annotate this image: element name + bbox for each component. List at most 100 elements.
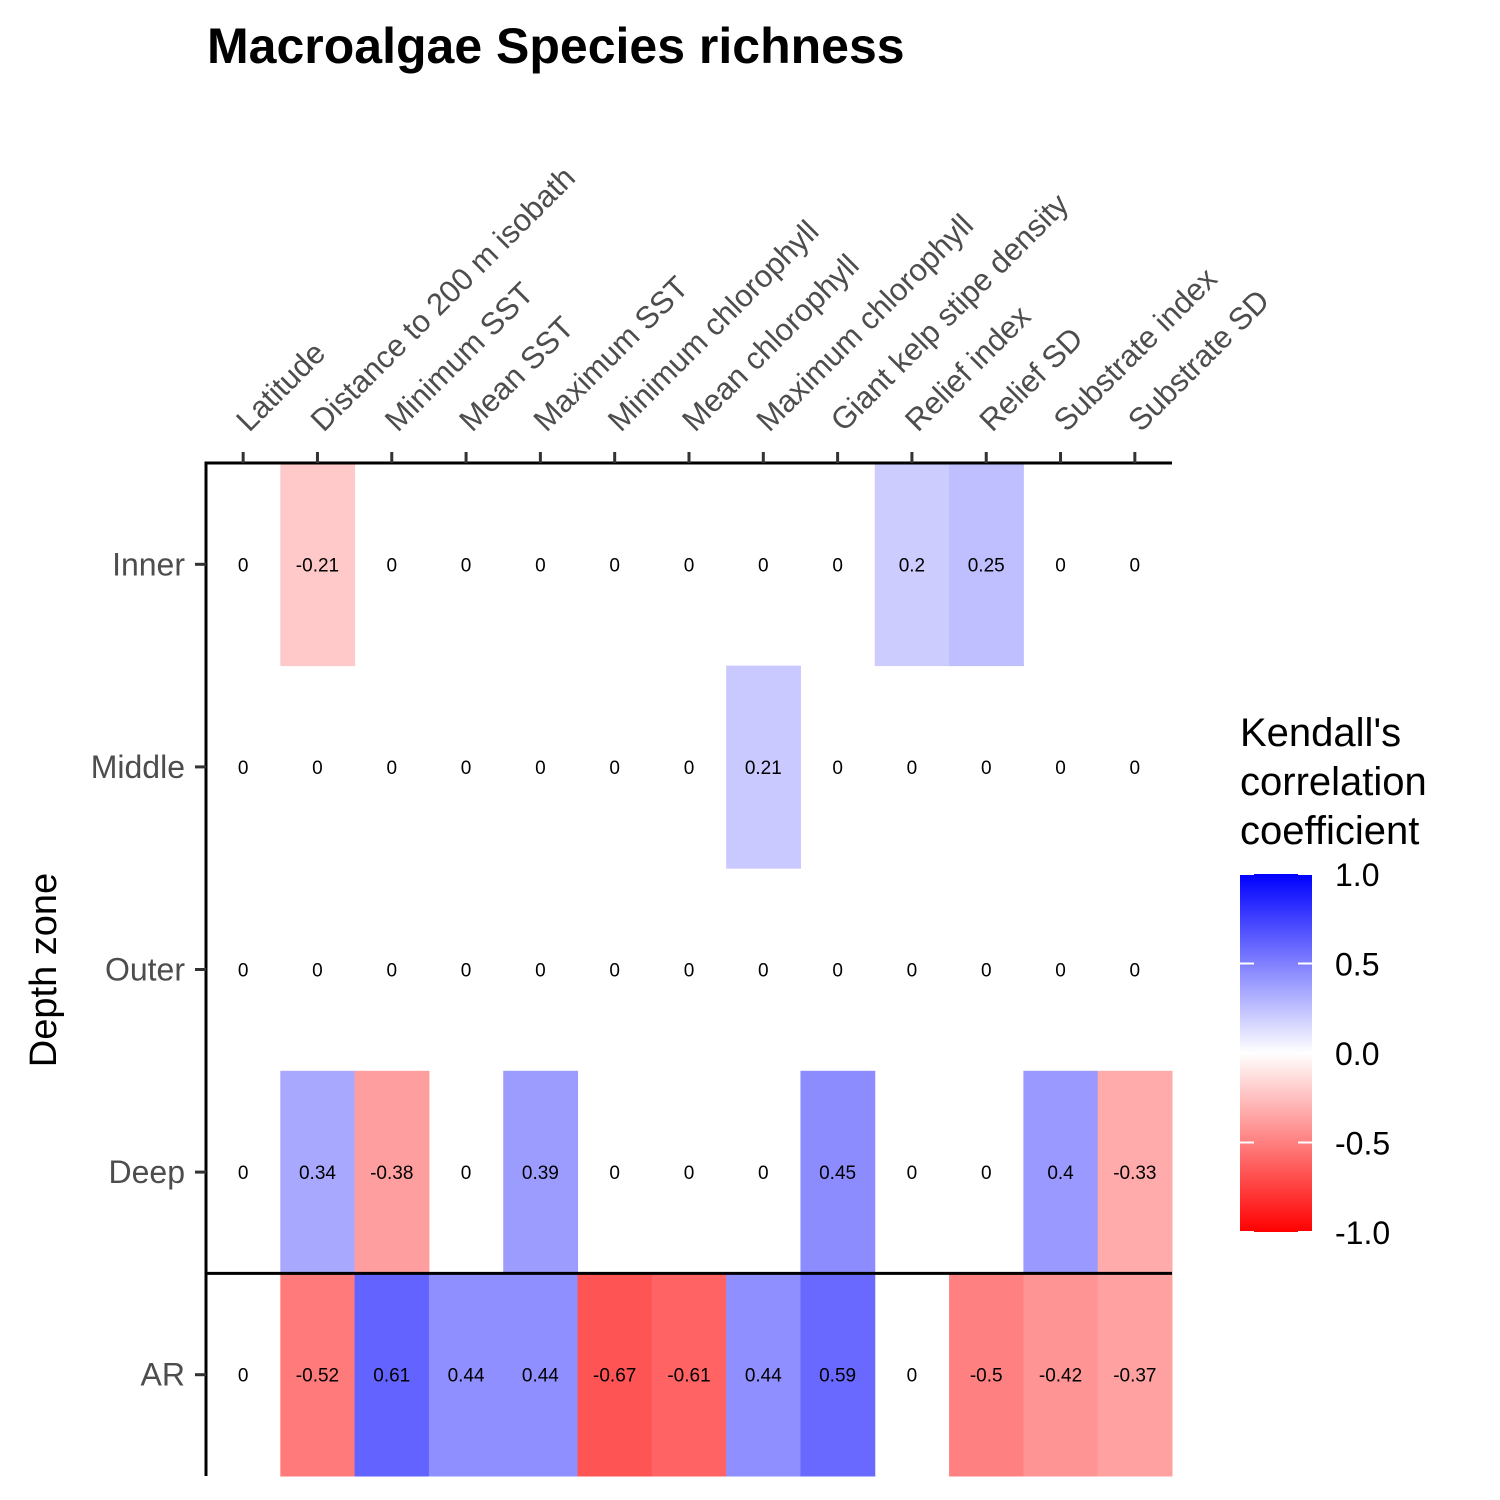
cell-label-outer-minimum-chlorophyll: 0 (609, 961, 620, 982)
row-label-middle: Middle (91, 749, 185, 785)
cell-label-deep-minimum-chlorophyll: 0 (609, 1163, 620, 1184)
row-label-outer: Outer (105, 952, 185, 988)
cell-ar-minimum-chlorophyll (577, 1273, 653, 1477)
cell-label-inner-relief-index: 0.2 (899, 555, 925, 576)
cell-inner-relief-index (874, 463, 950, 667)
cell-label-inner-mean-chlorophyll: 0 (684, 555, 695, 576)
y-axis-label: Depth zone (23, 873, 65, 1067)
legend-tick-label-0-0: 0.0 (1335, 1036, 1379, 1072)
cell-ar-relief-sd (949, 1273, 1024, 1477)
cell-label-middle-maximum-sst: 0 (535, 758, 546, 779)
cell-label-outer-giant-kelp-stipe-density: 0 (832, 961, 843, 982)
legend-tick-label-0-5: 0.5 (1335, 947, 1379, 983)
cell-label-middle-substrate-sd: 0 (1130, 758, 1141, 779)
cell-label-middle-latitude: 0 (238, 758, 249, 779)
cell-label-middle-relief-index: 0 (907, 758, 918, 779)
cell-label-outer-maximum-chlorophyll: 0 (758, 961, 769, 982)
cell-label-deep-relief-sd: 0 (981, 1163, 992, 1184)
cell-ar-substrate-index (1023, 1273, 1099, 1477)
cell-label-ar-relief-index: 0 (907, 1366, 918, 1387)
cell-deep-substrate-index (1023, 1070, 1099, 1274)
cell-label-ar-maximum-chlorophyll: 0.44 (745, 1366, 782, 1387)
cell-label-inner-latitude: 0 (238, 555, 249, 576)
cell-label-outer-minimum-sst: 0 (386, 961, 397, 982)
cell-label-deep-substrate-index: 0.4 (1047, 1163, 1074, 1184)
cell-label-deep-maximum-chlorophyll: 0 (758, 1163, 769, 1184)
cell-inner-relief-sd (949, 463, 1024, 667)
cell-label-outer-mean-chlorophyll: 0 (684, 961, 695, 982)
cell-inner-distance-to-200-m-isobath (280, 463, 356, 667)
legend-title-line-2: correlation (1240, 760, 1427, 804)
cell-label-deep-giant-kelp-stipe-density: 0.45 (819, 1163, 856, 1184)
cell-label-ar-substrate-sd: -0.37 (1113, 1366, 1156, 1387)
cell-value-labels: 0 -0.21 0 0 0 0 0 0 0 0.2 0.25 0 0 0 0 0 0 0 0 0 0.21 0 0 0 0 0 0 0… (238, 555, 1157, 1386)
cell-label-inner-substrate-sd: 0 (1130, 555, 1141, 576)
row-label-inner: Inner (112, 546, 185, 582)
cell-label-ar-minimum-chlorophyll: -0.67 (593, 1366, 636, 1387)
legend-title-line-3: coefficient (1240, 809, 1419, 853)
row-labels: Inner Middle Outer Deep AR (91, 546, 186, 1392)
cell-label-outer-relief-sd: 0 (981, 961, 992, 982)
axes (195, 452, 1172, 1476)
cell-label-deep-mean-chlorophyll: 0 (684, 1163, 695, 1184)
cell-label-deep-relief-index: 0 (907, 1163, 918, 1184)
cell-label-ar-mean-sst: 0.44 (448, 1366, 485, 1387)
cell-label-outer-latitude: 0 (238, 961, 249, 982)
cell-label-outer-maximum-sst: 0 (535, 961, 546, 982)
legend-tick-label-1-0: -1.0 (1335, 1215, 1390, 1251)
cell-ar-giant-kelp-stipe-density (800, 1273, 876, 1477)
legend: Kendall's correlation coefficient 1.0 0.5 0.0… (1240, 711, 1427, 1251)
cell-ar-minimum-sst (354, 1273, 430, 1477)
cell-label-ar-minimum-sst: 0.61 (373, 1366, 410, 1387)
cell-ar-distance-to-200-m-isobath (280, 1273, 356, 1477)
cell-label-ar-relief-sd: -0.5 (970, 1366, 1003, 1387)
cell-label-inner-minimum-chlorophyll: 0 (609, 555, 620, 576)
cell-label-middle-mean-sst: 0 (461, 758, 472, 779)
cell-label-inner-minimum-sst: 0 (386, 555, 397, 576)
cell-label-outer-distance-to-200-m-isobath: 0 (312, 961, 323, 982)
cell-label-deep-latitude: 0 (238, 1163, 249, 1184)
cell-label-inner-mean-sst: 0 (461, 555, 472, 576)
chart-title: Macroalgae Species richness (207, 18, 905, 74)
legend-tick-label-1-0: 1.0 (1335, 857, 1379, 893)
cell-label-deep-distance-to-200-m-isobath: 0.34 (299, 1163, 336, 1184)
cell-label-outer-relief-index: 0 (907, 961, 918, 982)
cell-label-deep-maximum-sst: 0.39 (522, 1163, 559, 1184)
cell-label-middle-distance-to-200-m-isobath: 0 (312, 758, 323, 779)
cell-ar-maximum-chlorophyll (726, 1273, 801, 1477)
cell-ar-substrate-sd (1097, 1273, 1173, 1477)
cell-label-ar-mean-chlorophyll: -0.61 (667, 1366, 710, 1387)
cell-ar-mean-sst (428, 1273, 504, 1477)
cell-label-middle-giant-kelp-stipe-density: 0 (832, 758, 843, 779)
cell-label-ar-distance-to-200-m-isobath: -0.52 (296, 1366, 339, 1387)
cell-label-deep-minimum-sst: -0.38 (370, 1163, 413, 1184)
cell-label-deep-mean-sst: 0 (461, 1163, 472, 1184)
heatmap-cells (280, 463, 1173, 1477)
row-label-deep: Deep (109, 1154, 186, 1190)
cell-label-inner-relief-sd: 0.25 (968, 555, 1005, 576)
cell-deep-distance-to-200-m-isobath (280, 1070, 356, 1274)
cell-label-middle-mean-chlorophyll: 0 (684, 758, 695, 779)
cell-label-middle-relief-sd: 0 (981, 758, 992, 779)
cell-label-inner-giant-kelp-stipe-density: 0 (832, 555, 843, 576)
cell-label-middle-minimum-sst: 0 (386, 758, 397, 779)
row-label-ar: AR (141, 1357, 185, 1393)
cell-label-middle-minimum-chlorophyll: 0 (609, 758, 620, 779)
cell-middle-maximum-chlorophyll (726, 665, 801, 869)
cell-label-ar-maximum-sst: 0.44 (522, 1366, 559, 1387)
cell-label-middle-substrate-index: 0 (1055, 758, 1066, 779)
cell-label-ar-latitude: 0 (238, 1366, 249, 1387)
cell-label-ar-giant-kelp-stipe-density: 0.59 (819, 1366, 856, 1387)
legend-tick-label-0-5: -0.5 (1335, 1126, 1390, 1162)
cell-label-inner-maximum-chlorophyll: 0 (758, 555, 769, 576)
cell-deep-minimum-sst (354, 1070, 430, 1274)
cell-deep-maximum-sst (503, 1070, 579, 1274)
cell-deep-substrate-sd (1097, 1070, 1173, 1274)
cell-label-middle-maximum-chlorophyll: 0.21 (745, 758, 782, 779)
cell-ar-maximum-sst (503, 1273, 579, 1477)
cell-label-outer-mean-sst: 0 (461, 961, 472, 982)
cell-deep-giant-kelp-stipe-density (800, 1070, 876, 1274)
cell-label-inner-distance-to-200-m-isobath: -0.21 (296, 555, 339, 576)
